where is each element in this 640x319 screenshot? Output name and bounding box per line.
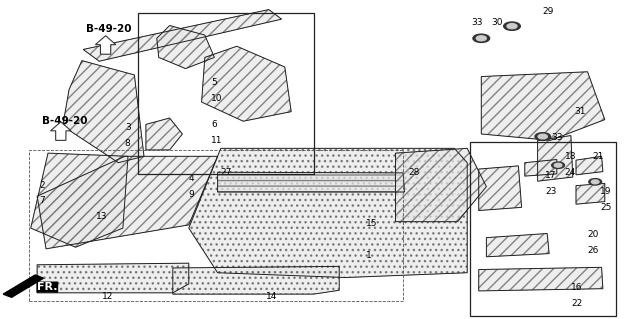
Polygon shape: [486, 234, 549, 257]
Polygon shape: [396, 148, 486, 222]
Polygon shape: [189, 148, 467, 278]
Text: 14: 14: [266, 292, 277, 301]
Polygon shape: [63, 61, 144, 163]
Circle shape: [591, 180, 599, 184]
Text: 33: 33: [472, 18, 483, 27]
Text: 6: 6: [211, 120, 217, 129]
Text: 8: 8: [125, 139, 131, 148]
Circle shape: [589, 179, 602, 185]
FancyArrow shape: [51, 122, 71, 140]
Bar: [470, 142, 616, 316]
Circle shape: [535, 133, 550, 140]
Polygon shape: [576, 183, 605, 204]
Text: 2: 2: [40, 181, 45, 189]
Text: 18: 18: [564, 152, 576, 161]
Text: 10: 10: [211, 94, 223, 103]
Polygon shape: [481, 72, 605, 140]
Bar: [138, 13, 314, 174]
Polygon shape: [218, 172, 404, 192]
Text: 26: 26: [588, 246, 599, 255]
Text: FR.: FR.: [37, 282, 58, 292]
Text: 22: 22: [571, 299, 582, 308]
Text: 1: 1: [366, 251, 372, 260]
Polygon shape: [37, 263, 189, 293]
Text: 24: 24: [564, 168, 576, 177]
Circle shape: [507, 24, 517, 29]
Polygon shape: [479, 166, 522, 211]
Bar: [29, 150, 403, 301]
Text: 29: 29: [543, 7, 554, 16]
Text: 16: 16: [571, 283, 582, 292]
Text: 11: 11: [211, 136, 223, 145]
Polygon shape: [146, 118, 182, 150]
Text: 27: 27: [221, 168, 232, 177]
Text: 30: 30: [492, 18, 503, 27]
Circle shape: [538, 134, 547, 139]
Text: 15: 15: [366, 219, 378, 228]
Polygon shape: [538, 136, 573, 181]
Circle shape: [473, 34, 490, 42]
Polygon shape: [83, 10, 282, 61]
Text: 9: 9: [189, 190, 195, 199]
Polygon shape: [157, 26, 214, 69]
Text: 20: 20: [588, 230, 599, 239]
Circle shape: [504, 22, 520, 30]
Polygon shape: [173, 266, 339, 294]
Text: 25: 25: [600, 203, 612, 212]
Circle shape: [476, 36, 486, 41]
Text: B-49-20: B-49-20: [86, 24, 132, 34]
Text: 19: 19: [600, 187, 612, 196]
Polygon shape: [31, 153, 128, 247]
Text: 33: 33: [552, 133, 563, 142]
Circle shape: [552, 162, 564, 168]
Polygon shape: [3, 275, 44, 297]
Text: 17: 17: [545, 171, 557, 180]
Circle shape: [554, 163, 562, 167]
Polygon shape: [202, 46, 291, 121]
Text: 23: 23: [545, 187, 557, 196]
Text: 4: 4: [189, 174, 195, 183]
Text: 5: 5: [211, 78, 217, 87]
Text: B-49-20: B-49-20: [42, 116, 87, 126]
Text: 3: 3: [125, 123, 131, 132]
Text: 21: 21: [592, 152, 604, 161]
Text: 13: 13: [96, 212, 108, 221]
Text: 7: 7: [40, 197, 45, 205]
Polygon shape: [525, 160, 557, 176]
Text: 28: 28: [408, 168, 420, 177]
Text: 31: 31: [575, 107, 586, 116]
Polygon shape: [37, 156, 218, 249]
Polygon shape: [479, 267, 603, 291]
FancyArrow shape: [95, 36, 116, 54]
Text: 12: 12: [102, 292, 114, 301]
Polygon shape: [576, 156, 603, 175]
